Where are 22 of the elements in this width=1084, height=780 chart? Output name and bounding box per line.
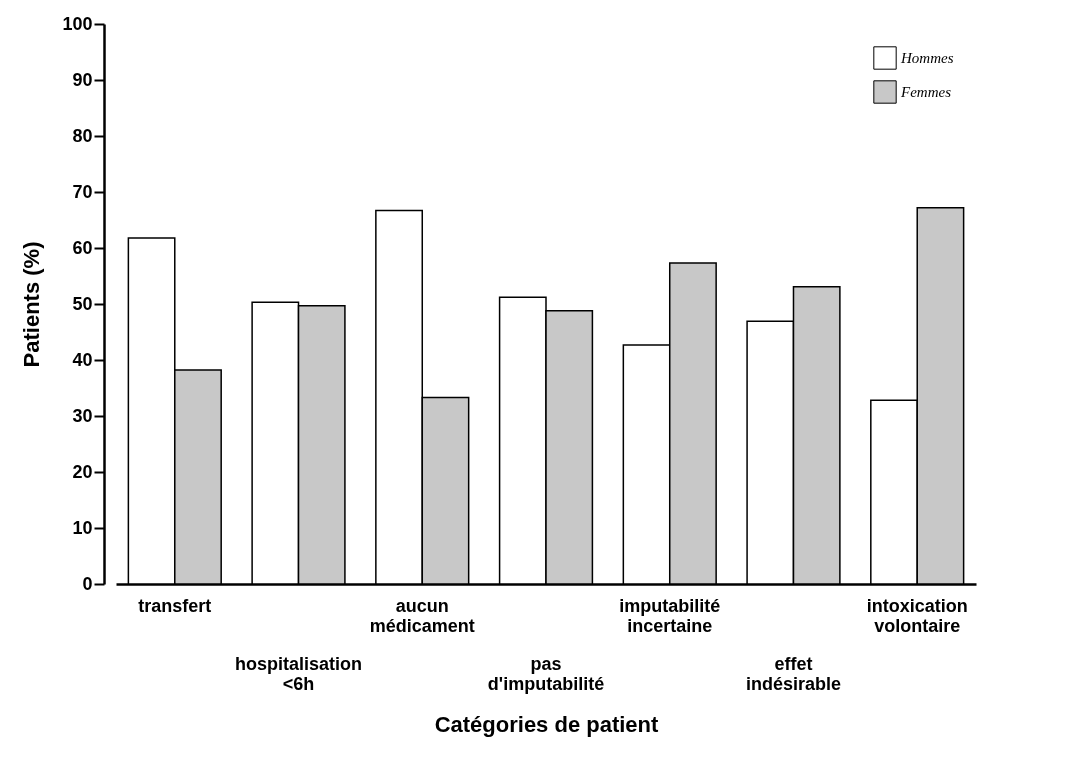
- y-axis-title: Patients (%): [19, 241, 45, 368]
- x-tick-label: imputabilité incertaine: [619, 596, 721, 636]
- y-tick-label: 40: [72, 349, 93, 370]
- x-axis-title: Catégories de patient: [434, 711, 660, 737]
- x-tick-label: aucun médicament: [369, 596, 475, 636]
- y-tick-label: 50: [72, 293, 93, 314]
- y-tick-label: 0: [82, 573, 93, 594]
- y-tick-label: 90: [72, 69, 93, 90]
- x-tick-label: transfert: [138, 596, 212, 616]
- y-tick-label: 10: [72, 517, 93, 538]
- y-tick-label: 100: [62, 13, 93, 34]
- x-tick-label: hospitalisation <6h: [235, 654, 363, 694]
- x-tick-label: effet indésirable: [745, 654, 842, 694]
- y-tick-label: 70: [72, 181, 93, 202]
- y-tick-label: 80: [72, 125, 93, 146]
- y-tick-label: 30: [72, 405, 93, 426]
- legend-label: Femmes: [900, 84, 952, 100]
- x-tick-label: intoxication volontaire: [866, 596, 968, 636]
- legend-label: Hommes: [900, 50, 954, 66]
- x-tick-label: pas d'imputabilité: [487, 654, 605, 694]
- y-tick-label: 20: [72, 461, 93, 482]
- y-tick-label: 60: [72, 237, 93, 258]
